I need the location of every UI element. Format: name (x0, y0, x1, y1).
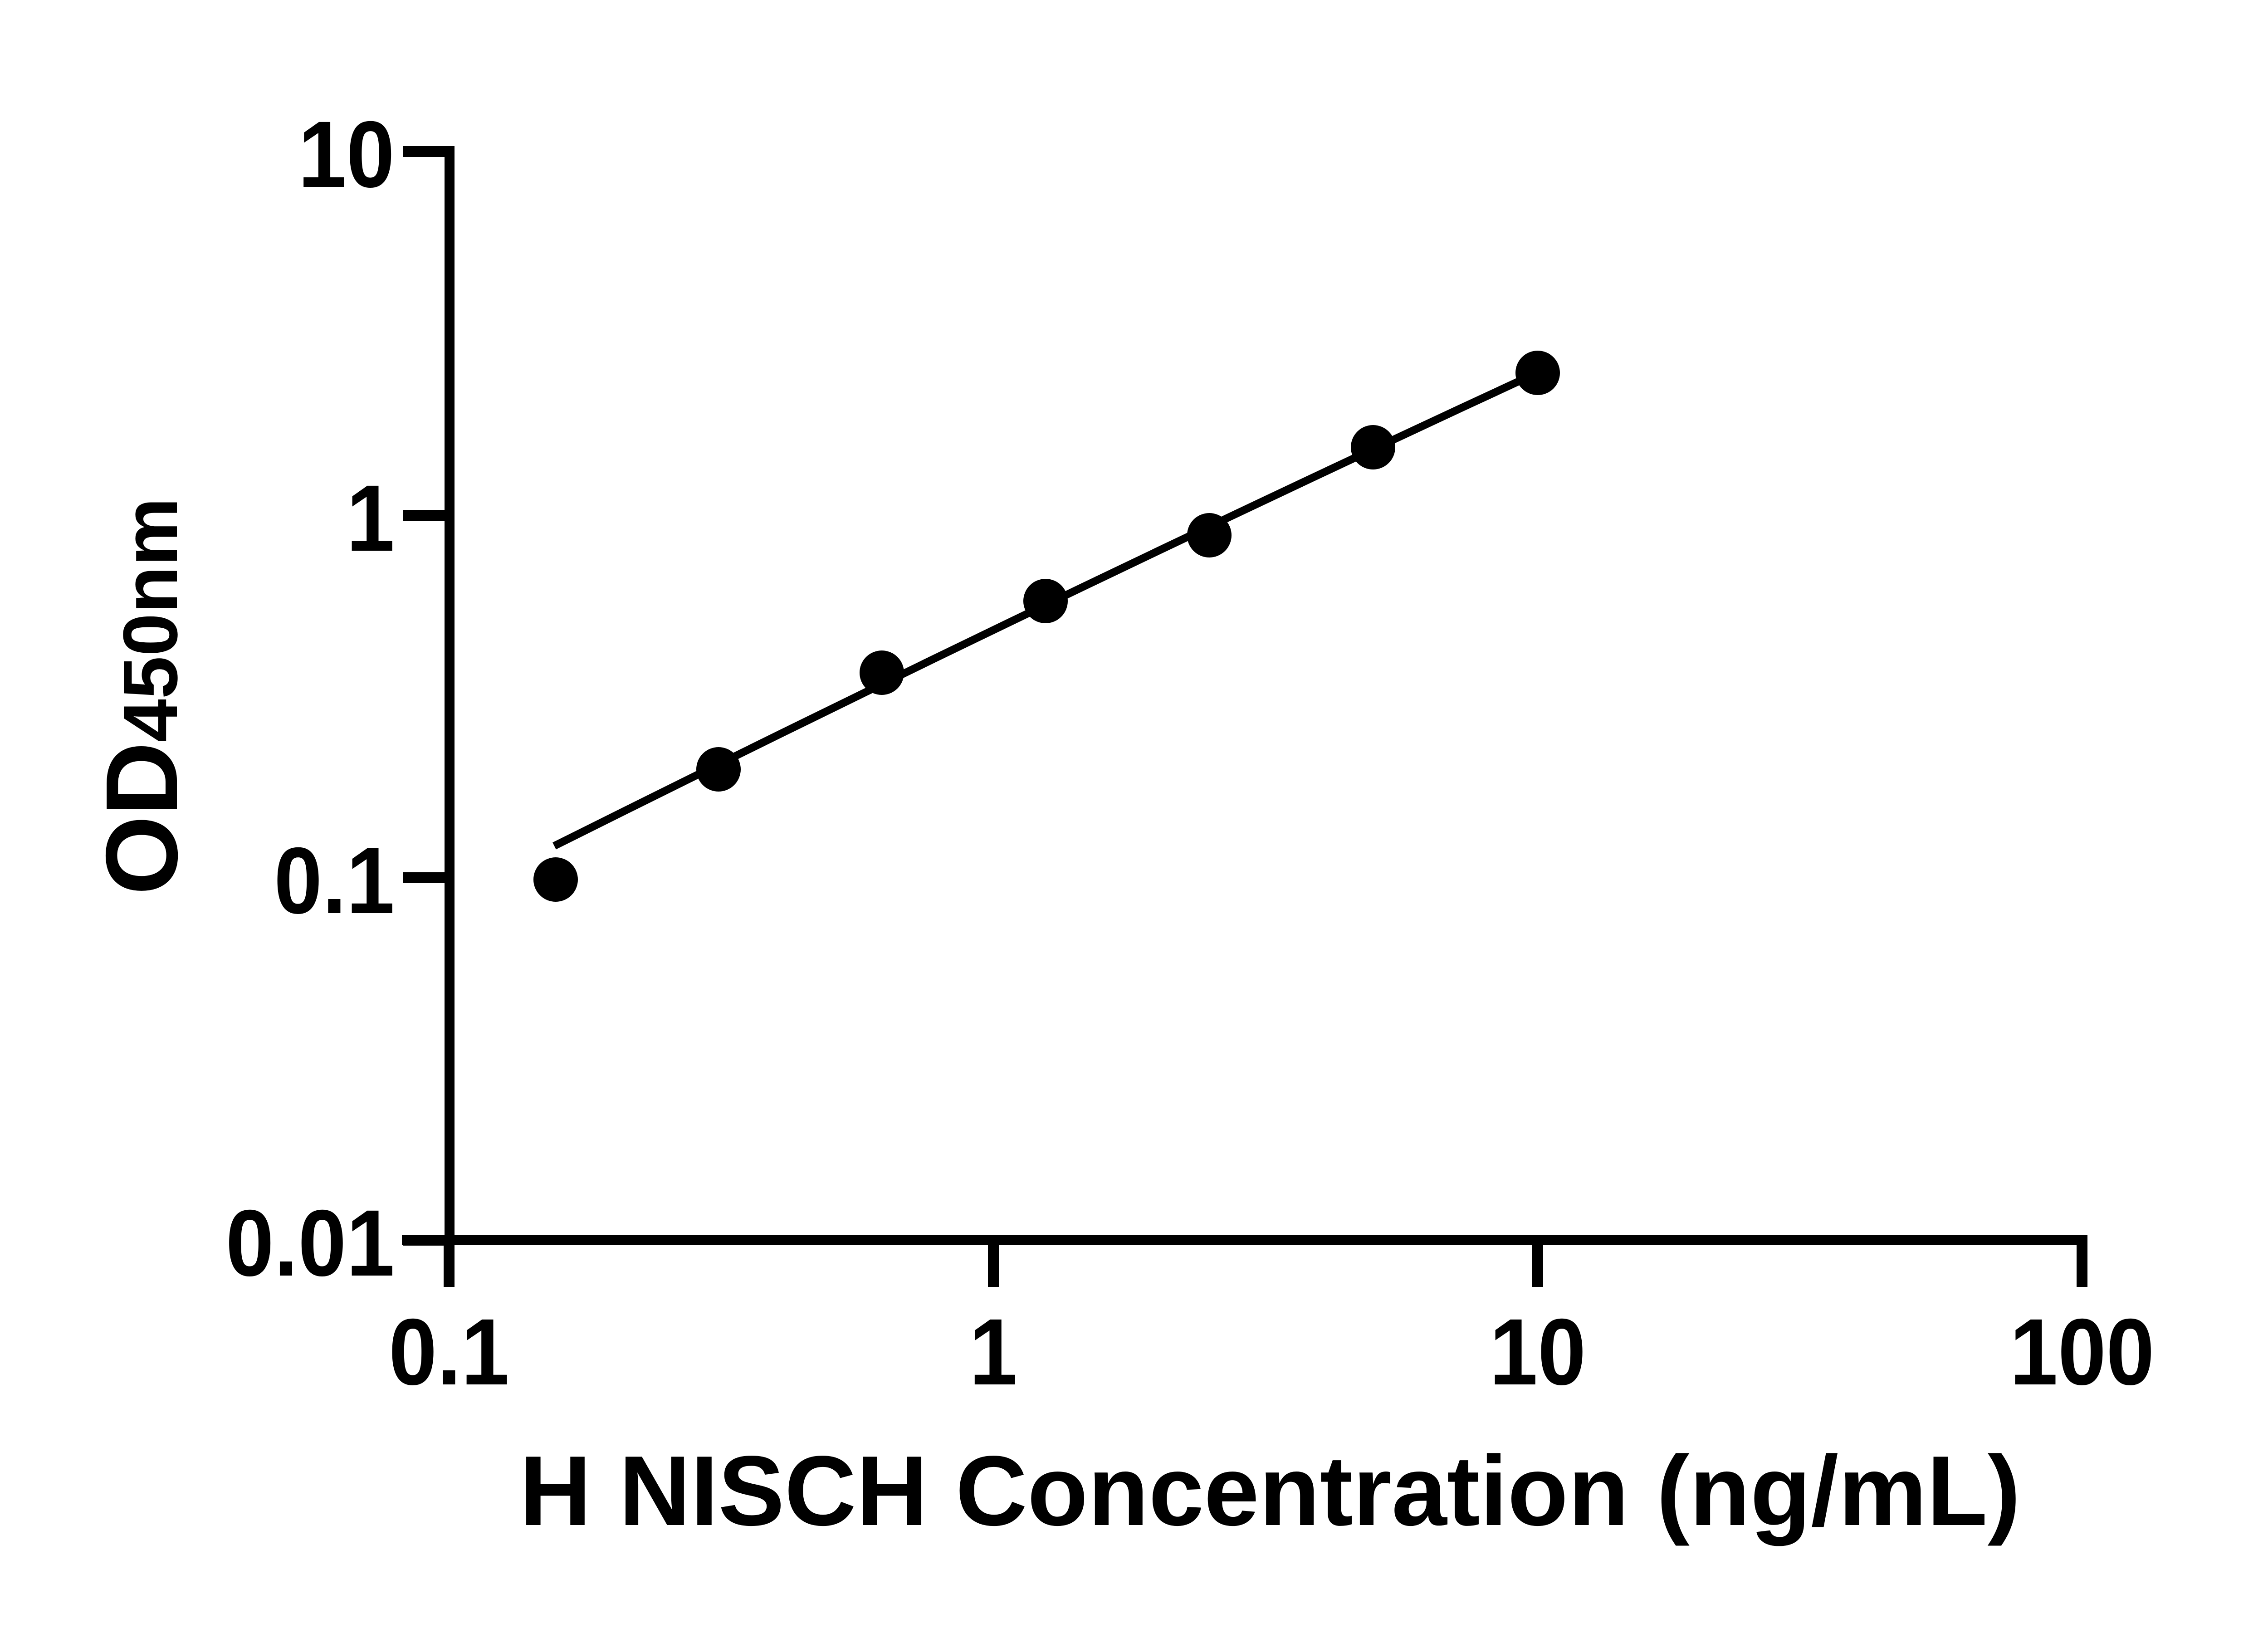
svg-text:1: 1 (969, 1300, 1017, 1405)
svg-text:H NISCH Concentration (ng/mL): H NISCH Concentration (ng/mL) (519, 1436, 2020, 1546)
svg-text:10: 10 (298, 102, 395, 207)
svg-text:0.01: 0.01 (226, 1191, 395, 1296)
svg-text:100: 100 (2009, 1300, 2154, 1405)
svg-text:10: 10 (1490, 1300, 1586, 1405)
svg-text:0.1: 0.1 (274, 828, 395, 934)
svg-text:0.1: 0.1 (389, 1300, 509, 1405)
svg-text:1: 1 (347, 466, 395, 571)
